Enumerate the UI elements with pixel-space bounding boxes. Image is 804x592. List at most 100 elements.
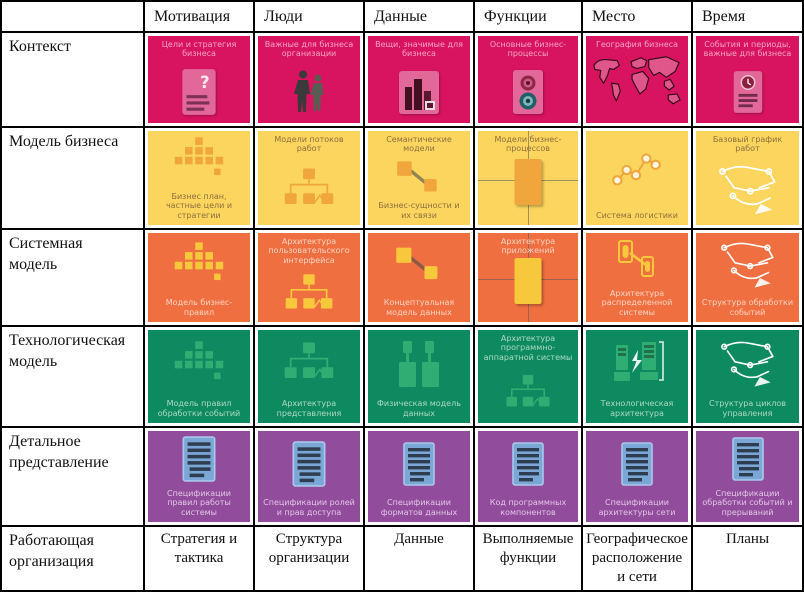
matrix-cell: Физическая модель данных (365, 327, 473, 426)
hierarchy-icon (258, 267, 360, 322)
spec-document-icon (368, 431, 470, 496)
column-header-label: Люди (264, 7, 303, 25)
pyramid-icon (148, 131, 250, 190)
cell-label: Модели бизнес-процессов (494, 135, 562, 154)
matrix-cell: Код программных компонентов (475, 428, 581, 525)
cell-label: Бизнес план, частные цели и стратегии (165, 191, 233, 220)
pyramid-icon (148, 233, 250, 296)
row-header-context: Контекст (2, 33, 143, 126)
cell-label: Архитектура представления (276, 399, 342, 418)
linked-entities-icon (368, 156, 470, 199)
column-header-label: Данные (374, 7, 427, 25)
footer-cell-functions: Выполняемые функции (475, 527, 581, 590)
sketch-icon (696, 233, 799, 296)
cell-label: Бизнес-сущности и их связи (378, 201, 460, 220)
cell-label: Концептуальная модель данных (383, 298, 455, 317)
cell-label: Спецификации ролей и прав доступа (263, 498, 355, 517)
cell-label: Архитектура приложений (500, 237, 556, 256)
matrix-cell: Архитектура программно-аппаратной систем… (475, 327, 581, 426)
cell-label: Цели и стратегия бизнеса (161, 40, 237, 59)
spec-document-icon (696, 431, 799, 487)
matrix-cell: Цели и стратегия бизнеса (145, 33, 253, 126)
cell-label: Физическая модель данных (377, 399, 461, 418)
hierarchy-icon (258, 330, 360, 397)
row-header-detailed-view: Детальное представление (2, 428, 143, 525)
network-nodes-icon (586, 131, 688, 209)
spec-document-icon (258, 431, 360, 496)
cell-label: Спецификации обработки событий и прерыва… (702, 488, 793, 517)
process-cross-icon (478, 131, 578, 225)
column-header-motivation: Мотивация (145, 2, 253, 31)
cell-label: Архитектура распределенной системы (601, 288, 673, 317)
clock-document-icon (696, 61, 799, 123)
matrix-cell: Важные для бизнеса организации (255, 33, 363, 126)
matrix-cell: География бизнеса (583, 33, 691, 126)
footer-cell-plans: Планы (693, 527, 802, 590)
matrix-cell: Модели потоков работ (255, 128, 363, 228)
sketch-icon (696, 156, 799, 225)
matrix-cell: Структура обработки событий (693, 230, 802, 325)
tech-architecture-icon (586, 330, 688, 397)
row-header-label: Работающая организация (9, 532, 94, 570)
cell-label: Структура циклов управления (708, 399, 786, 418)
footer-cell-strategy: Стратегия и тактика (145, 527, 253, 590)
matrix-cell: Концептуальная модель данных (365, 230, 473, 325)
cell-label: Модель правил обработки событий (157, 399, 241, 418)
matrix-cell: События и периоды, важные для бизнеса (693, 33, 802, 126)
matrix-cell: Основные бизнес-процессы (475, 33, 581, 126)
footer-label: Структура организации (268, 531, 350, 566)
column-header-label: Время (702, 7, 746, 25)
row-header-business-model: Модель бизнеса (2, 128, 143, 228)
cell-label: География бизнеса (595, 40, 679, 49)
cell-label: Модель бизнес-правил (165, 298, 233, 317)
column-header-place: Место (583, 2, 691, 31)
matrix-cell: Архитектура приложений (475, 230, 581, 325)
matrix-cell: Архитектура распределенной системы (583, 230, 691, 325)
cell-label: Важные для бизнеса организации (264, 40, 354, 59)
row-header-working-organization: Работающая организация (2, 527, 143, 590)
hierarchy-icon (258, 156, 360, 225)
hierarchy-icon (478, 364, 578, 423)
cell-label: Спецификации форматов данных (380, 498, 458, 517)
matrix-cell: Архитектура пользовательского интерфейса (255, 230, 363, 325)
footer-label: Выполняемые функции (482, 531, 574, 566)
matrix-cell: Спецификации архитектуры сети (583, 428, 691, 525)
distributed-system-icon (586, 233, 688, 287)
row-header-technology-model: Технологическая модель (2, 327, 143, 426)
cell-label: Архитектура пользовательского интерфейса (268, 237, 350, 265)
matrix-cell: Семантические модели Бизнес-сущности и и… (365, 128, 473, 228)
cell-label: Вещи, значимые для бизнеса (375, 40, 463, 59)
matrix-cell: Спецификации обработки событий и прерыва… (693, 428, 802, 525)
cell-label: Спецификации архитектуры сети (598, 498, 676, 517)
row-header-label: Контекст (9, 38, 71, 55)
spec-document-icon (148, 431, 250, 487)
gears-document-icon (478, 61, 578, 123)
cell-label: Спецификации правил работы системы (167, 488, 231, 517)
matrix-cell: Модели бизнес-процессов (475, 128, 581, 228)
cell-label: События и периоды, важные для бизнеса (703, 40, 792, 59)
matrix-cell: Система логистики (583, 128, 691, 228)
column-header-label: Функции (484, 7, 547, 25)
matrix-cell: Архитектура представления (255, 327, 363, 426)
matrix-cell: Спецификации форматов данных (365, 428, 473, 525)
column-header-functions: Функции (475, 2, 581, 31)
corner-cell (2, 2, 143, 31)
matrix-cell: Спецификации правил работы системы (145, 428, 253, 525)
matrix-cell: Спецификации ролей и прав доступа (255, 428, 363, 525)
row-header-label: Детальное представление (9, 433, 109, 471)
matrix-cell: Бизнес план, частные цели и стратегии (145, 128, 253, 228)
cell-label: Базовый график работ (712, 135, 783, 154)
row-header-label: Модель бизнеса (9, 133, 119, 150)
column-header-time: Время (693, 2, 802, 31)
footer-cell-org-structure: Структура организации (255, 527, 363, 590)
column-header-label: Мотивация (154, 7, 231, 25)
sketch-icon (696, 330, 799, 397)
linked-entities-icon (368, 233, 470, 296)
footer-label: Данные (394, 531, 444, 547)
cell-label: Структура обработки событий (701, 298, 794, 317)
process-cross-icon (478, 233, 578, 322)
footer-cell-data: Данные (365, 527, 473, 590)
cell-label: Основные бизнес-процессы (489, 40, 567, 59)
cell-label: Технологическая архитектура (600, 399, 674, 418)
